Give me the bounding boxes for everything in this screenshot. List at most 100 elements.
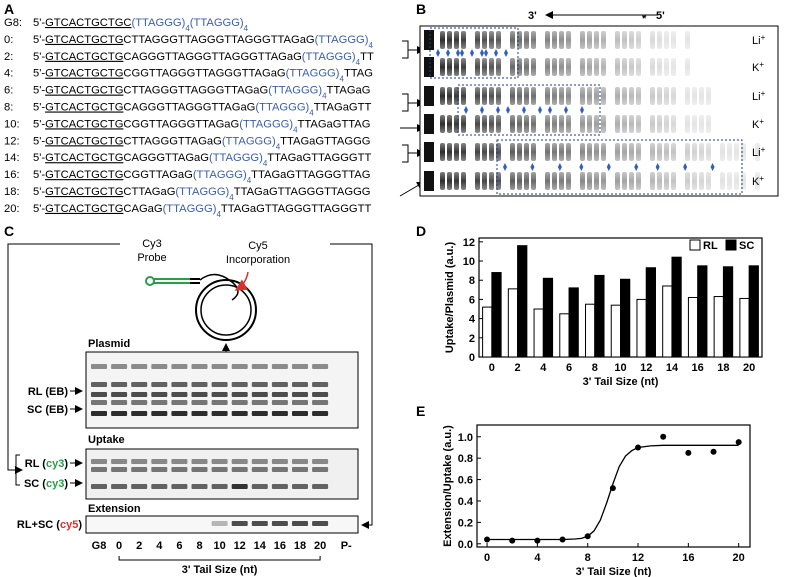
bar <box>568 287 579 358</box>
sequence-part: TTAGaGTT <box>314 102 372 114</box>
gel-band <box>517 143 522 161</box>
gel-band <box>566 87 571 105</box>
gel-band <box>587 58 592 76</box>
gel-band <box>692 172 697 190</box>
subscript: 4 <box>244 24 249 33</box>
bar <box>491 272 502 358</box>
point <box>685 449 692 456</box>
gel-well <box>424 30 434 50</box>
sequence-label: 4: <box>4 68 13 80</box>
gel-band <box>524 172 529 190</box>
probe-label: Cy3 <box>142 238 162 250</box>
gel-band <box>454 31 459 49</box>
sequence-part: (TTAGGG) <box>239 118 293 130</box>
subscript: 4 <box>368 40 373 49</box>
gel-band <box>447 58 452 76</box>
gel-band <box>566 31 571 49</box>
gel-band <box>312 400 329 405</box>
gel-band <box>271 521 288 526</box>
sequence-part: 5'- <box>33 51 45 63</box>
sequence-part: GTCACTGCTG <box>45 102 123 114</box>
diamond <box>634 163 639 171</box>
gel-band <box>657 143 662 161</box>
bar <box>671 256 682 358</box>
gel-band <box>475 143 480 161</box>
gel-band <box>251 364 268 369</box>
gel-band <box>454 172 459 190</box>
gel-band <box>629 58 634 76</box>
gel-band <box>629 87 634 105</box>
gel-band <box>552 115 557 133</box>
sequence-part: TTAGaGTTAGGGTTAGGGTT <box>221 203 372 215</box>
y-tick-label: 10 <box>463 256 475 268</box>
gel-band <box>111 467 128 472</box>
gel-band <box>622 115 627 133</box>
diamond <box>496 106 500 114</box>
diamond <box>470 49 474 57</box>
gel-band <box>657 87 662 105</box>
gel-band <box>692 87 697 105</box>
gel-band <box>664 172 669 190</box>
gel-frame <box>85 351 359 429</box>
gel-band <box>699 172 704 190</box>
point <box>559 536 566 543</box>
gel-band <box>292 459 308 464</box>
gel-band <box>580 31 585 49</box>
gel-band <box>461 172 466 190</box>
gel-band <box>475 172 480 190</box>
gel-band <box>629 31 634 49</box>
gel-band <box>151 411 168 416</box>
sequence-part: 5'- <box>33 186 45 198</box>
gel-band <box>131 364 148 369</box>
gel-band <box>720 172 725 190</box>
gel-band <box>601 143 606 161</box>
gel-band <box>231 392 248 397</box>
gel-band <box>111 382 128 387</box>
gel-well <box>424 142 434 162</box>
highlight-box <box>496 139 743 195</box>
diamond <box>484 49 488 57</box>
gel-band <box>622 172 627 190</box>
gel-band <box>636 87 641 105</box>
gel-band <box>706 172 711 190</box>
gel-band <box>685 143 690 161</box>
gel-band <box>664 31 669 49</box>
gel-band <box>524 143 529 161</box>
gel-band <box>601 58 606 76</box>
sequence: 5'-GTCACTGCTGCGGTTAGaG(TTAGGG)4TTAGaGTTA… <box>33 169 370 185</box>
probe-label: Probe <box>137 252 166 264</box>
gel-band <box>622 87 627 105</box>
diamond <box>464 106 468 114</box>
gel-band <box>482 87 487 105</box>
gel-band <box>510 143 515 161</box>
lane-bracket <box>118 556 321 561</box>
gel-title: Extension <box>88 503 141 515</box>
lane-label: 12 <box>234 540 246 552</box>
lane-label: 20 <box>314 540 326 552</box>
gel-band <box>531 58 536 76</box>
lane-label: 0 <box>116 540 122 552</box>
gel-band <box>664 143 669 161</box>
gel-band <box>171 392 188 397</box>
y-tick-label: 4 <box>469 314 476 326</box>
gel-band <box>580 58 585 76</box>
gel-band <box>461 58 466 76</box>
diamond <box>456 49 460 57</box>
gel-band <box>171 364 188 369</box>
y-tick-label: 0.6 <box>458 475 473 487</box>
y-tick-label: 1.0 <box>458 432 473 444</box>
gel-band <box>151 459 168 464</box>
sequence-part: CAGGGTTAGaG <box>123 152 209 164</box>
diamond <box>480 49 484 57</box>
diamond <box>503 163 507 171</box>
point <box>635 444 642 451</box>
sequence-label: 14: <box>4 152 20 164</box>
sequence-part: GTCACTGCTG <box>45 34 123 46</box>
lane-ion: Li+ <box>752 33 766 48</box>
gel-band <box>510 31 515 49</box>
x-tick-label: 8 <box>585 552 591 564</box>
gel-band <box>622 58 627 76</box>
lane-label: 2 <box>136 540 142 552</box>
gel-band <box>510 58 515 76</box>
sequence-part: (TTAGGG) <box>302 51 356 63</box>
